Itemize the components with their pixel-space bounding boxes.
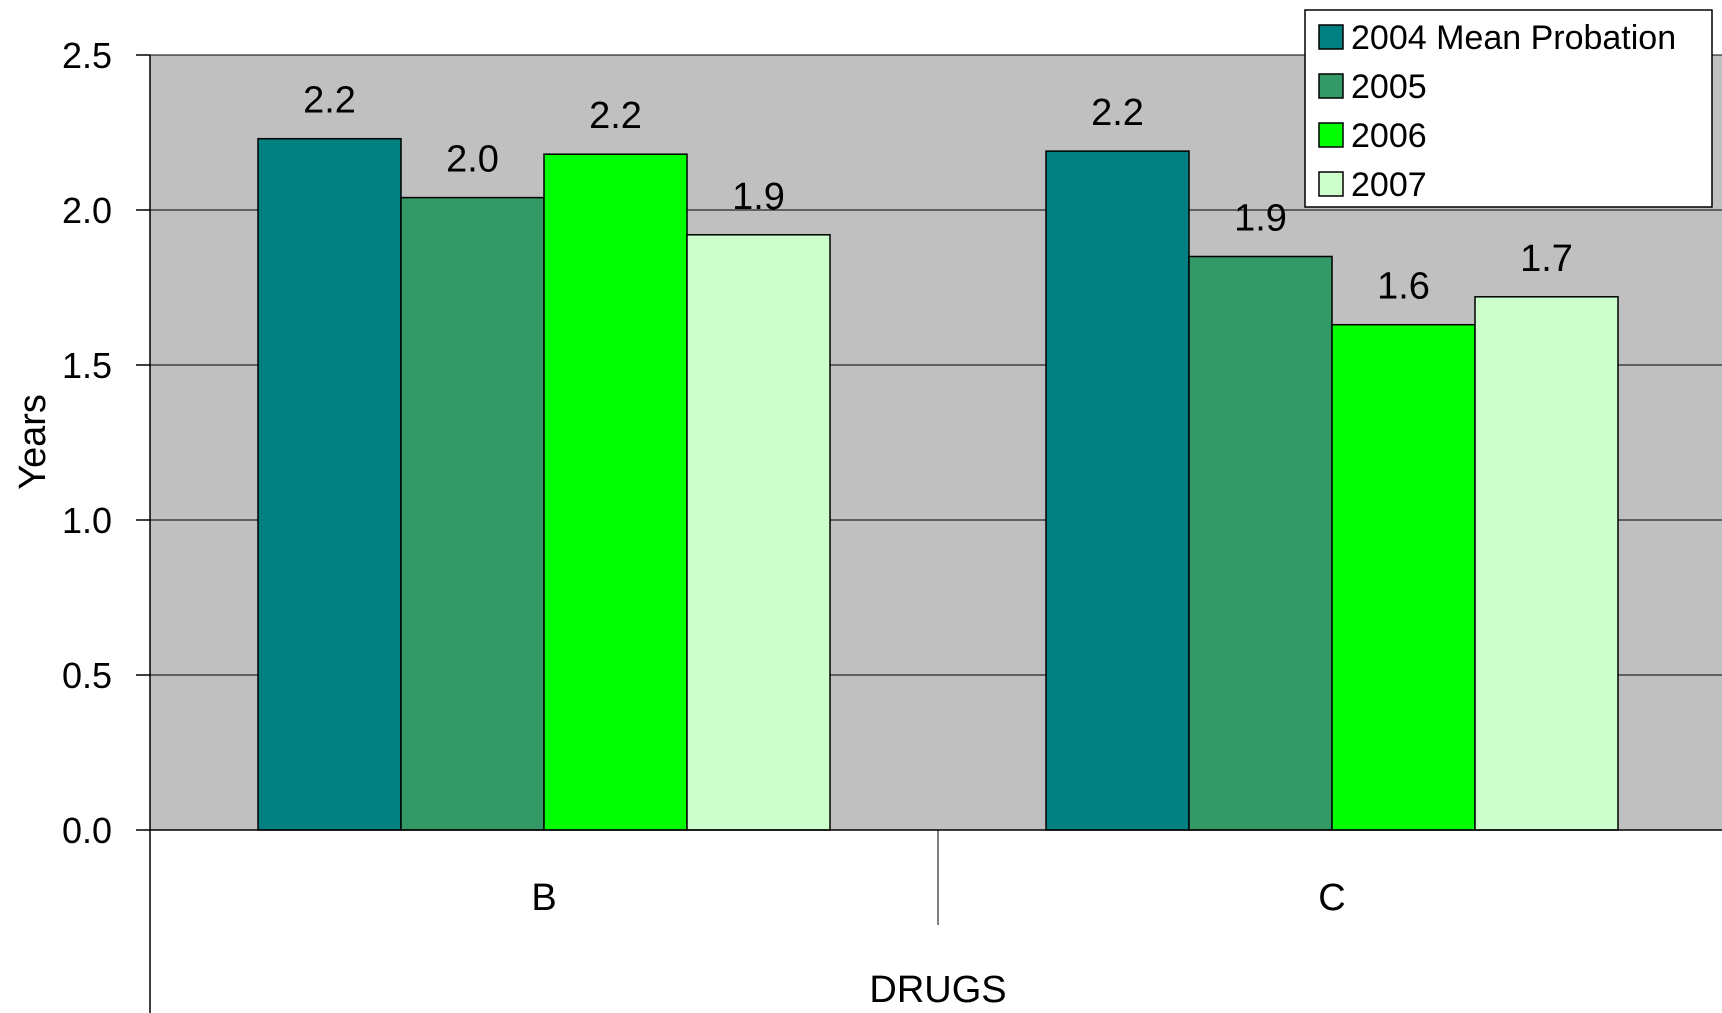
bar [400, 196, 545, 831]
bar [686, 234, 831, 831]
y-tick-label: 2.5 [62, 35, 112, 76]
y-tick-label: 2.0 [62, 190, 112, 231]
legend-swatch [1318, 73, 1344, 99]
y-tick-label: 0.5 [62, 655, 112, 696]
bar [1188, 255, 1333, 831]
legend-swatch [1318, 171, 1344, 197]
bar [1331, 323, 1476, 831]
data-label: 1.9 [732, 176, 785, 218]
legend: 2004 Mean Probation 2005 2006 2007 [1304, 9, 1713, 208]
legend-label: 2006 [1351, 117, 1427, 155]
y-tick-label: 1.0 [62, 500, 112, 541]
data-label: 1.9 [1234, 198, 1287, 240]
bar [1474, 296, 1619, 831]
data-label: 2.2 [303, 80, 356, 122]
bar [257, 137, 402, 831]
data-label: 1.6 [1377, 266, 1430, 308]
x-category-label: C [1318, 877, 1345, 919]
x-axis-title: DRUGS [869, 969, 1006, 1011]
legend-label: 2004 Mean Probation [1351, 19, 1676, 57]
data-label: 1.7 [1520, 238, 1573, 280]
data-label: 2.2 [1091, 92, 1144, 134]
bars [257, 137, 1619, 831]
bar [543, 153, 688, 831]
data-label: 2.0 [446, 139, 499, 181]
y-axis-title: Years [12, 394, 54, 490]
legend-swatch [1318, 122, 1344, 148]
legend-swatch [1318, 24, 1344, 50]
y-axis: 0.0 0.5 1.0 1.5 2.0 2.5 [62, 35, 151, 1013]
y-tick-label: 1.5 [62, 345, 112, 386]
data-label: 2.2 [589, 95, 642, 137]
bar [1045, 150, 1190, 831]
data-labels: 2.2 2.0 2.2 1.9 2.2 1.9 1.6 1.7 [303, 80, 1573, 308]
legend-label: 2007 [1351, 166, 1427, 204]
y-tick-label: 0.0 [62, 810, 112, 851]
legend-box [1304, 9, 1713, 208]
legend-label: 2005 [1351, 68, 1427, 106]
x-category-label: B [531, 877, 556, 919]
